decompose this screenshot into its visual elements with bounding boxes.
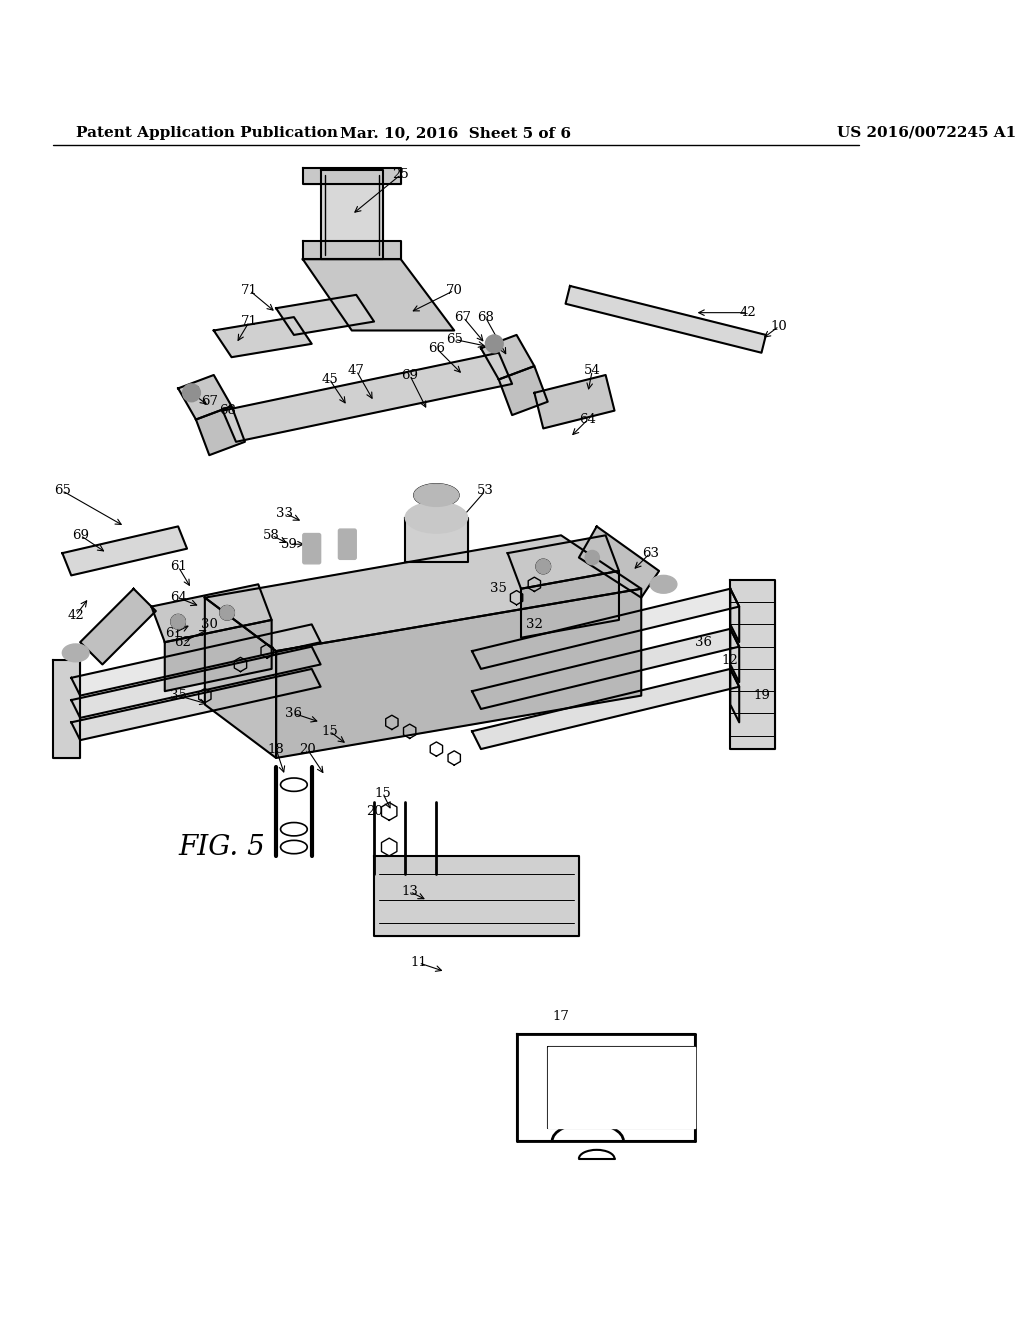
Circle shape — [182, 384, 201, 401]
Text: 15: 15 — [375, 787, 391, 800]
Text: 42: 42 — [739, 306, 757, 319]
Polygon shape — [276, 589, 641, 758]
Polygon shape — [165, 620, 271, 692]
Polygon shape — [276, 294, 374, 335]
Polygon shape — [321, 170, 383, 259]
Polygon shape — [205, 598, 276, 758]
Polygon shape — [196, 407, 245, 455]
Text: 68: 68 — [477, 310, 494, 323]
Circle shape — [220, 606, 234, 620]
Text: 35: 35 — [490, 582, 507, 595]
Text: 47: 47 — [348, 364, 365, 378]
Polygon shape — [53, 660, 80, 758]
Text: FIG. 5: FIG. 5 — [178, 833, 265, 861]
Text: 12: 12 — [722, 653, 738, 667]
Polygon shape — [472, 589, 739, 669]
Text: 71: 71 — [241, 315, 258, 329]
Text: 19: 19 — [753, 689, 770, 702]
Text: 61: 61 — [165, 627, 182, 640]
Polygon shape — [72, 669, 321, 741]
Text: 62: 62 — [174, 636, 191, 648]
Text: 64: 64 — [170, 591, 186, 605]
Polygon shape — [472, 669, 739, 748]
Text: 69: 69 — [401, 368, 418, 381]
Circle shape — [537, 560, 551, 574]
Polygon shape — [178, 375, 231, 420]
Text: 42: 42 — [68, 609, 84, 622]
Text: 66: 66 — [428, 342, 444, 355]
Polygon shape — [730, 589, 739, 643]
Text: 33: 33 — [276, 507, 294, 520]
Polygon shape — [374, 855, 579, 936]
Text: 15: 15 — [322, 725, 338, 738]
Polygon shape — [214, 317, 311, 358]
Ellipse shape — [62, 644, 89, 661]
FancyBboxPatch shape — [303, 533, 321, 564]
Polygon shape — [152, 585, 271, 643]
Text: 10: 10 — [771, 319, 787, 333]
Polygon shape — [730, 579, 775, 748]
Ellipse shape — [406, 502, 468, 533]
Polygon shape — [80, 589, 156, 664]
Text: 58: 58 — [263, 529, 280, 541]
Polygon shape — [730, 628, 739, 682]
Polygon shape — [62, 527, 187, 576]
Text: 70: 70 — [445, 284, 463, 297]
Ellipse shape — [650, 576, 677, 593]
Polygon shape — [508, 536, 618, 589]
Text: US 2016/0072245 A1: US 2016/0072245 A1 — [838, 125, 1017, 140]
Polygon shape — [72, 647, 321, 718]
Polygon shape — [205, 536, 641, 651]
Text: 18: 18 — [267, 743, 285, 755]
Text: 35: 35 — [170, 689, 186, 702]
Text: 17: 17 — [553, 1010, 569, 1023]
Polygon shape — [406, 517, 468, 562]
Text: 61: 61 — [170, 560, 186, 573]
Polygon shape — [499, 366, 548, 414]
Text: 45: 45 — [322, 374, 338, 385]
Text: 30: 30 — [201, 618, 218, 631]
Text: 64: 64 — [580, 413, 596, 426]
Text: 53: 53 — [477, 484, 494, 498]
Text: 13: 13 — [401, 884, 418, 898]
Text: 59: 59 — [281, 537, 298, 550]
Polygon shape — [472, 628, 739, 709]
Polygon shape — [535, 375, 614, 429]
Circle shape — [171, 615, 185, 628]
Polygon shape — [565, 286, 766, 352]
Text: 25: 25 — [392, 168, 410, 181]
Text: 67: 67 — [201, 395, 218, 408]
Text: Patent Application Publication: Patent Application Publication — [76, 125, 338, 140]
Polygon shape — [481, 335, 535, 379]
Polygon shape — [730, 669, 739, 722]
Polygon shape — [72, 624, 321, 696]
Text: 71: 71 — [241, 284, 258, 297]
FancyBboxPatch shape — [339, 529, 356, 560]
Polygon shape — [548, 1047, 694, 1127]
Text: 20: 20 — [299, 743, 315, 755]
Ellipse shape — [414, 484, 459, 507]
Polygon shape — [222, 352, 512, 442]
Text: 68: 68 — [219, 404, 236, 417]
Text: 63: 63 — [642, 546, 658, 560]
Text: 36: 36 — [286, 708, 302, 719]
Polygon shape — [303, 259, 455, 330]
Polygon shape — [579, 527, 659, 598]
Text: 66: 66 — [183, 387, 200, 400]
Polygon shape — [521, 572, 618, 638]
Text: 32: 32 — [526, 618, 543, 631]
Polygon shape — [303, 242, 400, 259]
Circle shape — [485, 335, 503, 352]
Text: 67: 67 — [455, 310, 472, 323]
Text: 20: 20 — [366, 805, 382, 818]
Text: 54: 54 — [584, 364, 601, 378]
Text: 65: 65 — [54, 484, 71, 498]
Text: 65: 65 — [445, 333, 463, 346]
Text: 69: 69 — [72, 529, 89, 541]
Circle shape — [585, 550, 599, 565]
Text: Mar. 10, 2016  Sheet 5 of 6: Mar. 10, 2016 Sheet 5 of 6 — [341, 125, 571, 140]
Text: 11: 11 — [411, 956, 427, 969]
Text: 36: 36 — [695, 636, 712, 648]
Polygon shape — [303, 169, 400, 183]
